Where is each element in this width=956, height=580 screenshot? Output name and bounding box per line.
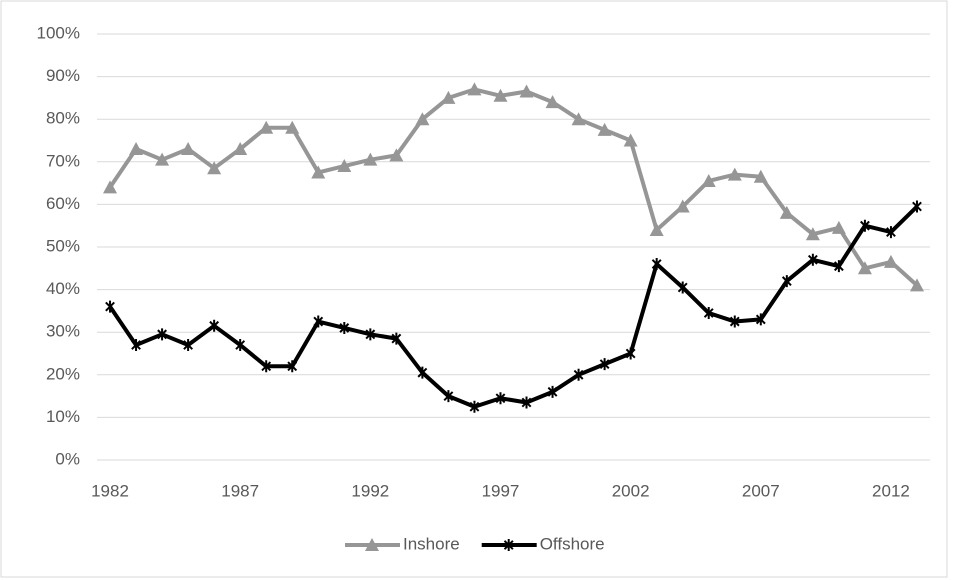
marker	[625, 347, 636, 360]
marker	[573, 368, 584, 381]
marker	[503, 539, 514, 551]
marker	[651, 258, 662, 271]
legend-label: Offshore	[540, 534, 605, 553]
marker	[365, 538, 379, 551]
marker	[909, 278, 924, 292]
marker	[701, 173, 716, 187]
marker	[623, 133, 638, 147]
marker	[495, 392, 506, 405]
marker	[363, 152, 378, 166]
x-tick-label: 1982	[91, 481, 129, 500]
marker	[883, 254, 898, 268]
marker	[285, 120, 300, 134]
marker	[337, 159, 352, 173]
y-tick-label: 50%	[46, 236, 80, 255]
marker	[389, 148, 404, 162]
marker	[181, 142, 196, 156]
x-tick-label: 1997	[482, 481, 520, 500]
marker	[807, 253, 818, 266]
marker	[469, 400, 480, 413]
marker	[649, 222, 664, 236]
marker	[183, 338, 194, 351]
marker	[599, 358, 610, 371]
marker	[493, 88, 508, 102]
marker	[235, 338, 246, 351]
y-tick-label: 0%	[55, 449, 80, 468]
marker	[857, 261, 872, 275]
y-tick-label: 70%	[46, 151, 80, 170]
marker	[415, 112, 430, 126]
y-tick-label: 80%	[46, 109, 80, 128]
marker	[675, 199, 690, 213]
marker	[753, 169, 768, 183]
marker	[755, 313, 766, 326]
marker	[129, 142, 144, 156]
marker	[155, 152, 170, 166]
marker	[103, 180, 118, 194]
marker	[207, 161, 222, 175]
y-tick-label: 60%	[46, 194, 80, 213]
legend-label: Inshore	[403, 534, 460, 553]
marker	[443, 390, 454, 403]
marker	[729, 315, 740, 328]
marker	[521, 396, 532, 409]
marker	[805, 227, 820, 241]
marker	[233, 142, 248, 156]
marker	[781, 275, 792, 288]
marker	[313, 315, 324, 328]
marker	[105, 300, 115, 313]
marker	[157, 328, 167, 341]
y-tick-label: 100%	[37, 23, 80, 42]
marker	[311, 165, 326, 179]
marker	[571, 112, 586, 126]
x-tick-label: 2007	[742, 481, 780, 500]
marker	[259, 120, 274, 134]
marker	[209, 319, 220, 332]
marker	[703, 307, 714, 320]
marker	[727, 167, 742, 181]
marker	[287, 360, 298, 373]
marker	[547, 385, 558, 398]
x-tick-label: 2012	[872, 481, 910, 500]
marker	[831, 220, 846, 234]
y-tick-label: 20%	[46, 364, 80, 383]
x-tick-label: 1992	[351, 481, 389, 500]
marker	[886, 226, 896, 239]
marker	[131, 338, 141, 351]
marker	[912, 200, 922, 213]
marker	[441, 90, 456, 104]
marker	[391, 332, 402, 345]
y-tick-label: 10%	[46, 407, 80, 426]
marker	[261, 360, 272, 373]
legend-item: Offshore	[481, 534, 605, 553]
marker	[779, 205, 794, 219]
marker	[833, 260, 844, 273]
y-tick-label: 30%	[46, 322, 80, 341]
x-tick-label: 1987	[221, 481, 259, 500]
x-tick-label: 2002	[612, 481, 650, 500]
y-tick-label: 40%	[46, 279, 80, 298]
legend-item: Inshore	[345, 534, 460, 553]
y-tick-label: 90%	[46, 66, 80, 85]
marker	[467, 82, 482, 96]
marker	[545, 95, 560, 109]
marker	[417, 366, 428, 379]
marker	[860, 219, 870, 232]
marker	[365, 328, 376, 341]
series-line	[108, 87, 919, 287]
marker	[597, 122, 612, 136]
marker	[677, 281, 688, 294]
marker	[519, 84, 534, 98]
marker	[339, 321, 350, 334]
